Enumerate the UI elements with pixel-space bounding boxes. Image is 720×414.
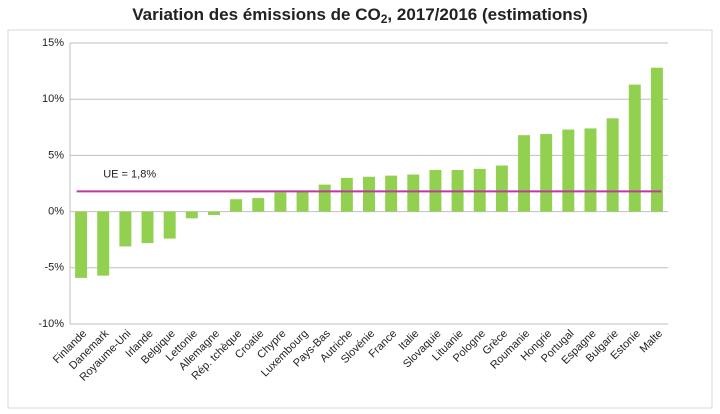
reference-label: UE = 1,8% <box>103 168 156 180</box>
bar <box>230 199 243 212</box>
bar <box>318 184 331 212</box>
title-part: Variation des émissions de CO <box>132 5 380 24</box>
bar <box>207 211 220 215</box>
bar <box>650 67 663 212</box>
y-tick-label: 0% <box>48 206 64 218</box>
bar <box>584 128 597 212</box>
bar <box>495 165 508 212</box>
bar <box>518 135 531 212</box>
bar <box>540 134 553 212</box>
bar <box>119 211 132 247</box>
bar <box>606 118 619 212</box>
y-tick-label: -5% <box>44 262 64 274</box>
bar <box>75 211 88 278</box>
bar <box>296 191 309 212</box>
bar <box>97 211 110 276</box>
title-part: , 2017/2016 (estimations) <box>387 5 587 24</box>
bar <box>562 129 575 212</box>
y-tick-label: 5% <box>48 149 64 161</box>
bar <box>473 168 486 212</box>
bar <box>163 211 176 239</box>
bar <box>385 175 398 212</box>
bar <box>407 174 420 212</box>
y-tick-label: 15% <box>42 37 64 49</box>
bar <box>340 177 353 212</box>
bar <box>628 84 641 212</box>
y-tick-label: 10% <box>42 93 64 105</box>
bar <box>363 176 375 212</box>
bar <box>185 211 198 219</box>
chart-title: Variation des émissions de CO2, 2017/201… <box>132 5 588 26</box>
bar <box>141 211 154 244</box>
y-tick-label: -10% <box>38 318 64 330</box>
title-subscript: 2 <box>381 12 388 26</box>
chart-frame <box>7 29 713 409</box>
x-tick-label: Malte <box>638 328 666 356</box>
bar <box>274 192 287 212</box>
bar <box>252 198 265 212</box>
